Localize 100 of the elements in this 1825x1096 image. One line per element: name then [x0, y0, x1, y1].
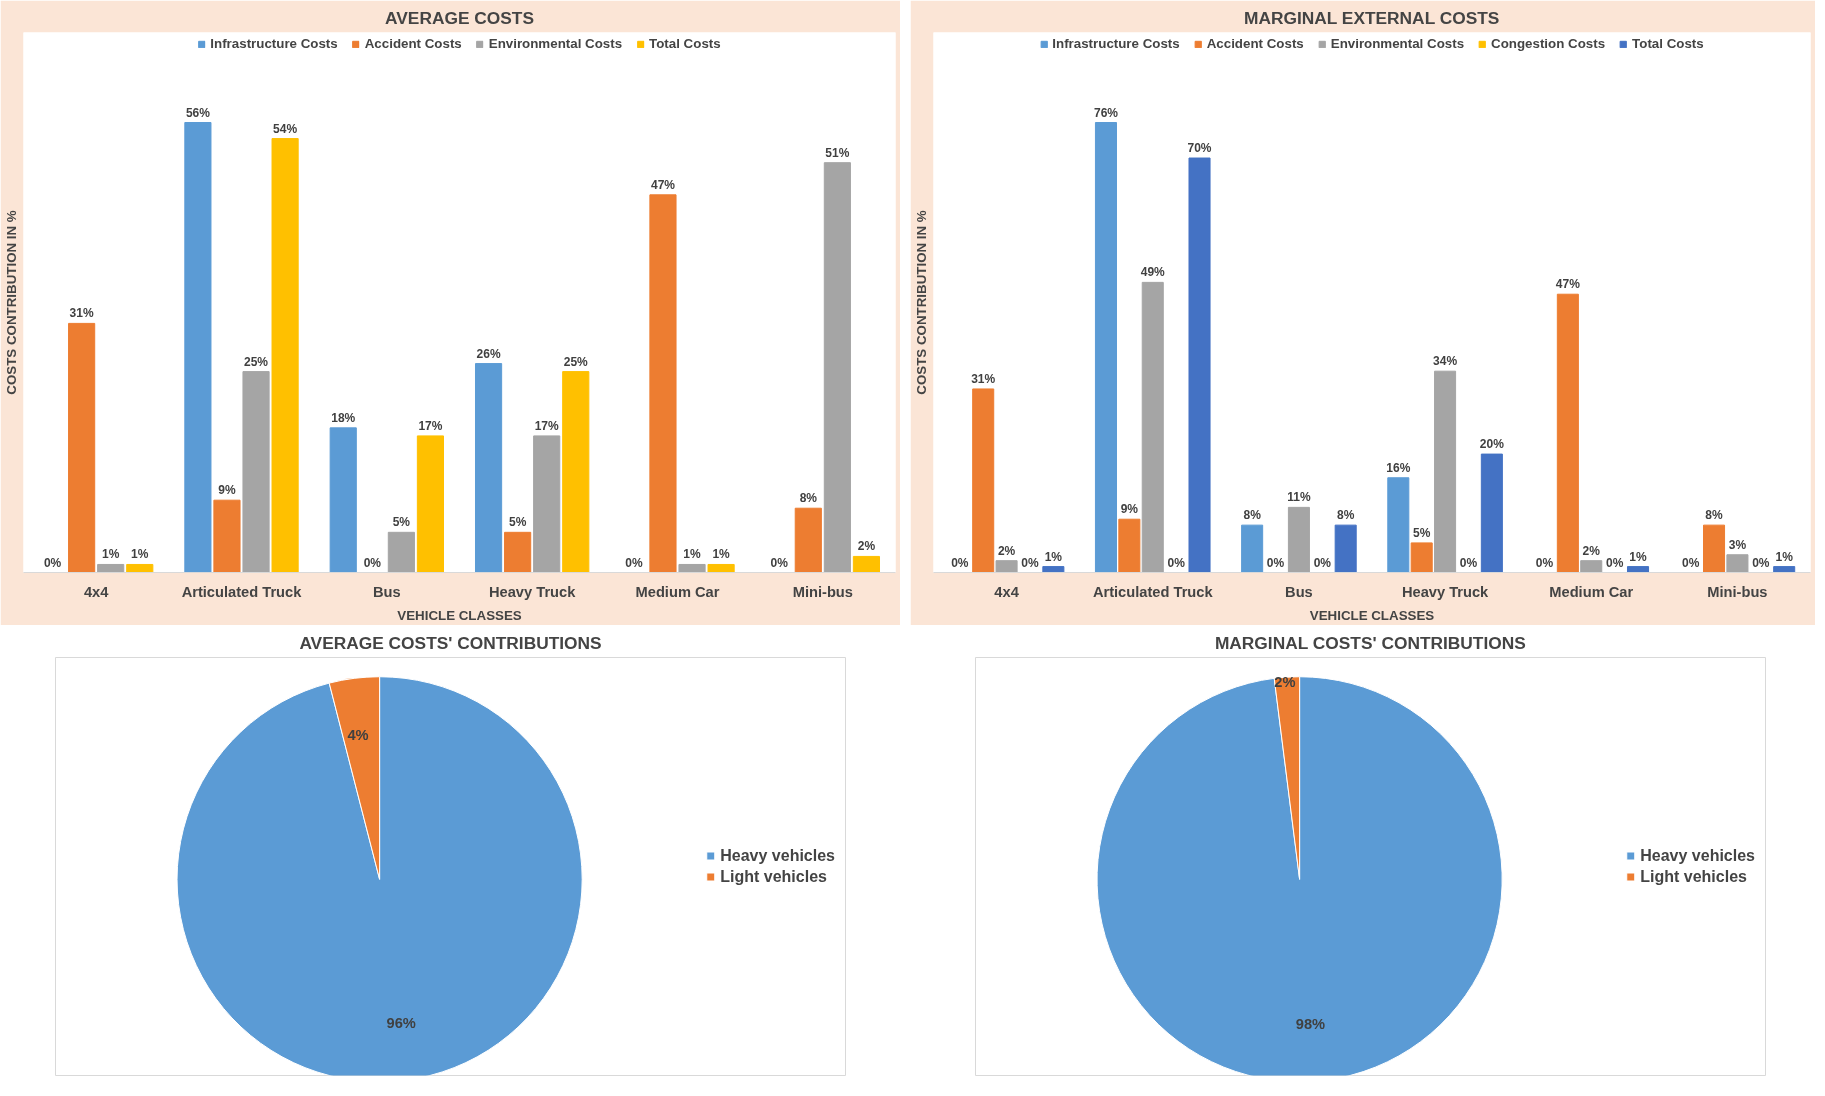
- x-tick-label: Mini-bus: [792, 583, 853, 600]
- bar: [1188, 157, 1211, 573]
- bar: [1042, 566, 1065, 573]
- bar: [972, 388, 995, 573]
- bar: [823, 162, 851, 573]
- x-tick-label: Heavy Truck: [488, 583, 577, 600]
- legend-label: Environmental Costs: [488, 36, 623, 51]
- legend-label: Heavy vehicles: [1640, 846, 1755, 865]
- data-label: 9%: [1120, 502, 1139, 517]
- data-label: 5%: [1413, 525, 1431, 540]
- bar: [649, 194, 677, 573]
- data-label: 70%: [1187, 141, 1212, 156]
- data-label: 0%: [770, 555, 789, 570]
- data-label: 31%: [69, 306, 94, 321]
- data-label: 8%: [1243, 508, 1262, 523]
- x-tick-label: Bus: [1285, 583, 1313, 600]
- data-label: 0%: [1167, 555, 1186, 570]
- chart-title: MARGINAL EXTERNAL COSTS: [1243, 7, 1500, 28]
- data-label: 49%: [1140, 265, 1166, 280]
- data-label: 0%: [363, 555, 382, 570]
- data-label: 1%: [1629, 549, 1648, 564]
- legend-label: Light vehicles: [1640, 867, 1747, 886]
- data-label: 16%: [1386, 460, 1411, 475]
- data-label: 1%: [1044, 549, 1063, 564]
- data-label: 1%: [683, 547, 702, 562]
- data-label: 0%: [951, 555, 969, 570]
- bar: [1480, 453, 1503, 573]
- data-label: 0%: [1313, 555, 1332, 570]
- chart-title: AVERAGE COSTS: [385, 7, 534, 28]
- data-label: 25%: [244, 354, 269, 369]
- data-label: 51%: [825, 145, 850, 160]
- data-label: 0%: [1266, 555, 1285, 570]
- data-label: 4%: [347, 727, 369, 744]
- bar: [387, 531, 415, 573]
- x-tick-label: 4x4: [994, 583, 1020, 600]
- data-label: 1%: [1775, 549, 1794, 564]
- legend-label: Total Costs: [649, 36, 721, 51]
- bar: [1556, 293, 1579, 573]
- legend-label: Environmental Costs: [1330, 36, 1465, 51]
- data-label: 26%: [476, 346, 501, 361]
- bar: [329, 427, 357, 573]
- data-label: 18%: [331, 410, 356, 425]
- legend-label: Total Costs: [1632, 36, 1704, 51]
- data-label: 34%: [1433, 354, 1458, 369]
- data-label: 9%: [218, 483, 236, 498]
- data-label: 76%: [1093, 105, 1119, 120]
- data-label: 56%: [185, 105, 211, 120]
- legend-label: Congestion Costs: [1491, 36, 1606, 51]
- bar: [678, 563, 706, 573]
- x-axis-title: VEHICLE CLASSES: [397, 607, 522, 623]
- data-label: 1%: [712, 547, 731, 562]
- legend-label: Light vehicles: [720, 867, 827, 886]
- data-label: 25%: [563, 354, 589, 369]
- bar: [1580, 560, 1603, 573]
- bar: [1434, 370, 1457, 573]
- bar: [416, 435, 445, 573]
- data-label: 0%: [1459, 555, 1478, 570]
- data-label: 0%: [1681, 555, 1700, 570]
- x-tick-label: Medium Car: [1549, 583, 1634, 600]
- bar: [1287, 506, 1310, 573]
- chart-title: AVERAGE COSTS' CONTRIBUTIONS: [299, 632, 602, 653]
- bar: [1094, 122, 1117, 573]
- data-label: 47%: [1555, 277, 1581, 292]
- data-label: 11%: [1287, 490, 1311, 505]
- x-tick-label: 4x4: [83, 583, 110, 600]
- y-axis-title: COSTS CONTRIBUTION IN %: [3, 210, 19, 395]
- data-label: 8%: [1705, 508, 1724, 523]
- data-label: 0%: [43, 555, 62, 570]
- x-tick-label: Heavy Truck: [1401, 583, 1490, 600]
- chart-title: MARGINAL COSTS' CONTRIBUTIONS: [1214, 632, 1526, 653]
- bar: [213, 499, 241, 573]
- data-label: 96%: [386, 1015, 416, 1032]
- bar: [1334, 524, 1357, 573]
- bar: [1627, 566, 1650, 573]
- bar: [562, 371, 590, 573]
- legend-label: Infrastructure Costs: [1052, 36, 1180, 51]
- legend-label: Accident Costs: [364, 36, 462, 51]
- data-label: 3%: [1728, 537, 1747, 552]
- data-label: 0%: [1535, 555, 1554, 570]
- data-label: 1%: [102, 547, 120, 562]
- x-tick-label: Mini-bus: [1707, 583, 1768, 600]
- bar: [995, 560, 1018, 573]
- bar: [474, 363, 503, 573]
- bar: [1410, 542, 1433, 573]
- data-label: 8%: [799, 491, 818, 506]
- data-label: 17%: [418, 418, 443, 433]
- data-label: 2%: [1582, 543, 1601, 558]
- data-label: 8%: [1337, 508, 1355, 523]
- data-label: 0%: [1605, 555, 1624, 570]
- bar: [1726, 554, 1749, 573]
- x-axis-title: VEHICLE CLASSES: [1309, 607, 1435, 623]
- bar: [97, 563, 125, 573]
- data-label: 20%: [1479, 437, 1505, 452]
- x-tick-label: Articulated Truck: [181, 583, 303, 600]
- data-label: 5%: [392, 515, 411, 530]
- bar: [533, 435, 561, 573]
- bar: [794, 507, 822, 573]
- bar: [1703, 524, 1726, 573]
- x-tick-label: Articulated Truck: [1092, 583, 1214, 600]
- x-tick-label: Medium Car: [635, 583, 720, 600]
